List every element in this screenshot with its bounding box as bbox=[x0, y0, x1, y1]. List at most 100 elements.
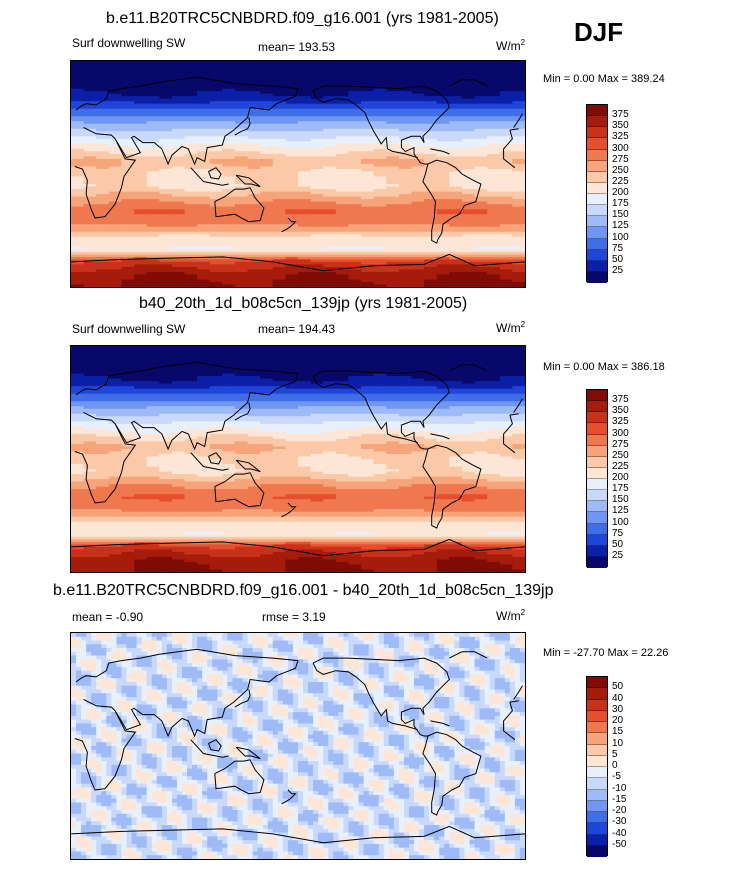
heatmap-cell bbox=[323, 174, 337, 178]
heatmap-cell bbox=[272, 396, 286, 400]
heatmap-cell bbox=[184, 244, 198, 248]
heatmap-cell bbox=[285, 443, 299, 448]
heatmap-cell bbox=[96, 133, 110, 137]
heatmap-cell bbox=[272, 239, 286, 243]
heatmap-cell bbox=[108, 221, 123, 225]
heatmap-cell bbox=[361, 158, 375, 163]
heatmap-cell bbox=[335, 141, 350, 145]
heatmap-cell bbox=[436, 358, 450, 362]
heatmap-cell bbox=[310, 226, 324, 230]
heatmap-cell bbox=[197, 168, 211, 173]
heatmap-cell bbox=[108, 131, 123, 135]
heatmap-cell bbox=[386, 111, 400, 115]
heatmap-cell bbox=[436, 246, 450, 250]
heatmap-cell bbox=[222, 356, 236, 360]
heatmap-cell bbox=[234, 219, 249, 223]
heatmap-cell bbox=[108, 199, 123, 203]
heatmap-cell bbox=[197, 276, 211, 281]
heatmap-cell bbox=[96, 361, 110, 365]
heatmap-cell bbox=[373, 436, 387, 440]
heatmap-cell bbox=[121, 133, 135, 137]
heatmap-cell bbox=[83, 196, 97, 200]
heatmap-cell bbox=[272, 259, 286, 263]
heatmap-cell bbox=[96, 158, 110, 163]
heatmap-cell bbox=[108, 378, 123, 382]
heatmap-cell bbox=[184, 161, 198, 165]
heatmap-cell bbox=[96, 224, 110, 228]
heatmap-cell bbox=[247, 91, 261, 95]
heatmap-cell bbox=[512, 423, 525, 427]
heatmap-cell bbox=[449, 191, 463, 195]
heatmap-cell bbox=[71, 376, 85, 380]
heatmap-cell bbox=[474, 106, 488, 110]
heatmap-cell bbox=[285, 401, 299, 405]
heatmap-cell bbox=[285, 189, 299, 193]
heatmap-cell bbox=[361, 256, 375, 260]
heatmap-cell bbox=[487, 234, 501, 238]
heatmap-cell bbox=[487, 448, 501, 453]
heatmap-cell bbox=[71, 413, 85, 417]
heatmap-cell bbox=[323, 411, 337, 415]
heatmap-cell bbox=[134, 353, 148, 357]
heatmap-cell bbox=[411, 284, 425, 287]
heatmap-cell bbox=[171, 264, 186, 268]
heatmap-cell bbox=[71, 161, 85, 165]
heatmap-cell bbox=[487, 186, 501, 190]
heatmap-cell bbox=[146, 171, 160, 175]
heatmap-cell bbox=[449, 428, 463, 432]
heatmap-cell bbox=[487, 281, 501, 286]
heatmap-cell bbox=[310, 76, 324, 80]
heatmap-cell bbox=[159, 259, 173, 263]
heatmap-cell bbox=[323, 446, 337, 450]
heatmap-cell bbox=[234, 413, 249, 417]
heatmap-cell bbox=[499, 163, 513, 168]
heatmap-cell bbox=[512, 63, 525, 67]
heatmap-cell bbox=[487, 401, 501, 405]
heatmap-cell bbox=[121, 396, 135, 400]
heatmap-cell bbox=[474, 459, 488, 463]
heatmap-cell bbox=[436, 81, 450, 85]
coastline bbox=[208, 167, 222, 180]
heatmap-cell bbox=[411, 201, 425, 205]
heatmap-cell bbox=[474, 266, 488, 271]
heatmap-cell bbox=[96, 353, 110, 357]
heatmap-cell bbox=[234, 209, 249, 213]
heatmap-cell bbox=[398, 123, 413, 127]
heatmap-cell bbox=[512, 251, 525, 255]
heatmap-cell bbox=[96, 161, 110, 165]
heatmap-cell bbox=[108, 376, 123, 380]
heatmap-cell bbox=[512, 388, 525, 392]
heatmap-cell bbox=[134, 214, 148, 218]
heatmap-cell bbox=[449, 236, 463, 240]
heatmap-cell bbox=[171, 266, 186, 271]
heatmap-cell bbox=[474, 151, 488, 155]
heatmap-cell bbox=[424, 443, 438, 448]
heatmap-cell bbox=[260, 418, 274, 422]
heatmap-cell bbox=[83, 181, 97, 185]
heatmap-cell bbox=[184, 358, 198, 362]
heatmap-cell bbox=[108, 153, 123, 158]
heatmap-cell bbox=[134, 229, 148, 233]
heatmap-cell bbox=[386, 88, 400, 92]
heatmap-cell bbox=[71, 71, 85, 75]
heatmap-cell bbox=[222, 161, 236, 165]
heatmap-cell bbox=[512, 436, 525, 440]
heatmap-cell bbox=[335, 446, 350, 450]
heatmap-cell bbox=[348, 226, 362, 230]
heatmap-cell bbox=[310, 256, 324, 260]
heatmap-cell bbox=[487, 351, 501, 355]
heatmap-cell bbox=[121, 411, 135, 415]
heatmap-cell bbox=[335, 83, 350, 87]
heatmap-cell bbox=[373, 191, 387, 195]
heatmap-cell bbox=[247, 128, 261, 132]
heatmap-cell bbox=[386, 376, 400, 380]
heatmap-cell bbox=[461, 116, 476, 120]
heatmap-cell bbox=[474, 68, 488, 72]
heatmap-cell bbox=[96, 261, 110, 265]
heatmap-cell bbox=[424, 113, 438, 117]
heatmap-cell bbox=[335, 421, 350, 425]
heatmap-cell bbox=[234, 98, 249, 102]
heatmap-cell bbox=[449, 96, 463, 100]
heatmap-cell bbox=[247, 259, 261, 263]
heatmap-cell bbox=[108, 408, 123, 412]
